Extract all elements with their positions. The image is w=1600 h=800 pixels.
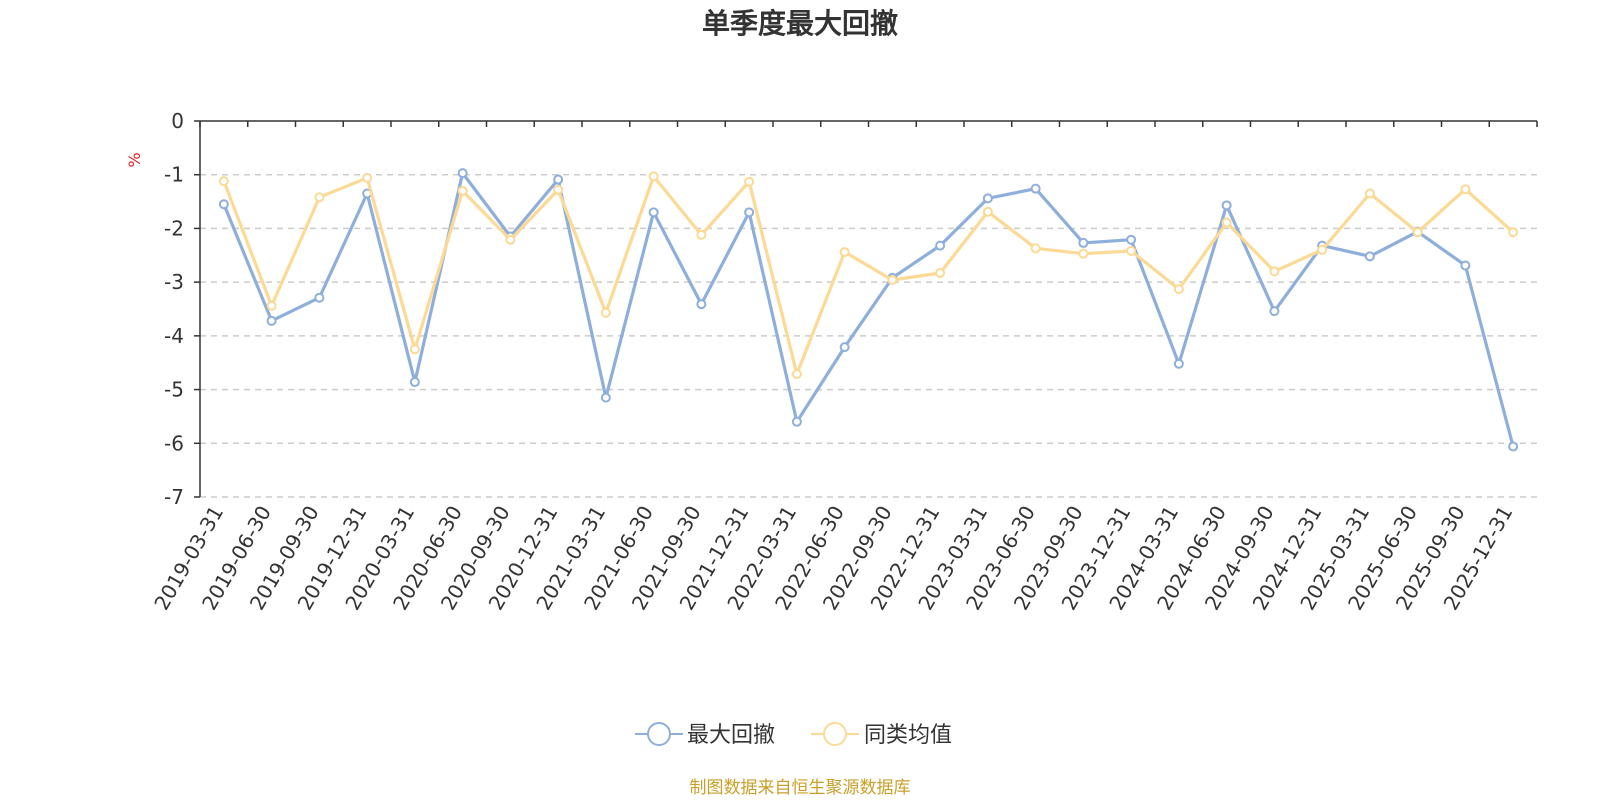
series-line [222,171,1515,447]
data-point[interactable] [839,342,850,353]
data-point[interactable] [362,172,373,183]
data-point[interactable] [1364,251,1375,262]
series-lines [218,168,1519,452]
data-point[interactable] [696,229,707,240]
data-point[interactable] [314,192,325,203]
y-tick-label: -3 [164,270,184,294]
data-point[interactable] [982,206,993,217]
data-point[interactable] [648,171,659,182]
data-point[interactable] [218,199,229,210]
data-point[interactable] [791,368,802,379]
data-point[interactable] [791,416,802,427]
legend-label: 最大回撤 [687,723,775,748]
data-point[interactable] [1412,227,1423,238]
grid-lines [200,173,1537,498]
data-point[interactable] [1317,244,1328,255]
data-point[interactable] [457,168,468,179]
legend-label: 同类均值 [864,723,952,748]
data-point[interactable] [1030,243,1041,254]
data-point[interactable] [839,247,850,258]
data-point[interactable] [409,344,420,355]
data-point[interactable] [600,392,611,403]
data-point[interactable] [1508,227,1519,238]
data-point[interactable] [218,176,229,187]
data-point[interactable] [1126,245,1137,256]
y-tick-label: -5 [164,378,184,402]
data-point[interactable] [409,377,420,388]
data-point[interactable] [266,315,277,326]
data-point[interactable] [266,300,277,311]
data-point[interactable] [1460,184,1471,195]
series-1 [218,168,1519,452]
y-axis: 0 -1 -2 -3 -4 -5 -6 -7 [164,109,201,509]
data-point[interactable] [1078,237,1089,248]
legend-item-1[interactable]: 最大回撤 [635,722,775,748]
data-point[interactable] [553,174,564,185]
data-point[interactable] [1126,234,1137,245]
data-point[interactable] [887,274,898,285]
data-point[interactable] [696,299,707,310]
y-tick-label: -1 [164,163,184,187]
legend-marker-icon [647,722,671,746]
data-point[interactable] [1508,441,1519,452]
data-point[interactable] [1030,183,1041,194]
data-point[interactable] [1173,358,1184,369]
legend[interactable]: 最大回撤 同类均值 [635,722,952,748]
data-point[interactable] [1221,200,1232,211]
legend-marker-icon [823,722,847,746]
y-tick-label: -4 [164,324,184,348]
data-point[interactable] [648,207,659,218]
chart-title: 单季度最大回撤 [702,7,898,40]
data-point[interactable] [314,292,325,303]
data-point[interactable] [553,184,564,195]
data-point[interactable] [457,185,468,196]
series-line [222,174,1515,376]
source-note: 制图数据来自恒生聚源数据库 [690,778,911,798]
series-2 [218,171,1519,379]
y-axis-unit: % [125,152,144,167]
data-point[interactable] [1173,284,1184,295]
legend-item-2[interactable]: 同类均值 [811,722,952,748]
data-point[interactable] [1269,306,1280,317]
data-point[interactable] [744,207,755,218]
y-tick-label: 0 [171,109,184,133]
data-point[interactable] [600,307,611,318]
data-point[interactable] [1364,188,1375,199]
data-point[interactable] [1078,248,1089,259]
data-point[interactable] [982,193,993,204]
data-point[interactable] [1460,260,1471,271]
data-point[interactable] [935,268,946,279]
data-point[interactable] [935,240,946,251]
x-axis: 2019-03-312019-06-302019-09-302019-12-31… [149,120,1538,614]
data-point[interactable] [505,234,516,245]
data-point[interactable] [1221,217,1232,228]
data-point[interactable] [744,176,755,187]
y-tick-label: -7 [164,485,184,509]
data-point[interactable] [1269,266,1280,277]
y-tick-label: -2 [164,216,184,240]
y-tick-label: -6 [164,431,184,455]
